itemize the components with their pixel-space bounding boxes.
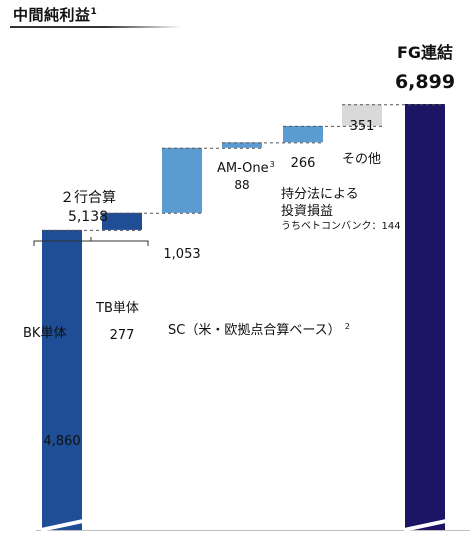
bar-value-label: 277 [110,328,135,343]
bar-value-label: 266 [291,156,316,171]
total-value-label: 6,899 [395,71,455,93]
total-label: FG連結 [397,43,453,62]
waterfall-bar [405,104,445,530]
category-label: AM-One3 [217,160,275,176]
category-label: BK単体 [23,325,66,341]
waterfall-bar [42,229,82,530]
footnote-marker: 2 [345,322,350,331]
bar-value-label: 88 [234,178,249,192]
bracket [33,237,149,246]
bar-value-label: 4,860 [43,434,80,449]
axis-break-mark [404,519,446,532]
waterfall-bar [342,104,382,126]
category-label: 持分法による [281,187,359,202]
footnote-marker: 3 [270,160,275,169]
waterfall-bar [222,142,262,148]
bar-value-label: 351 [350,119,375,134]
category-label: SC（米・欧拠点合算ベース） 2 [168,322,350,338]
waterfall-bar [102,212,142,230]
bracket-value-label: 5,138 [68,209,108,225]
waterfall-bar [162,147,202,213]
category-label: 投資損益 [281,203,333,219]
chart-title: 中間純利益1 [13,6,98,24]
axis-break-mark [41,519,83,532]
waterfall-bar [283,125,323,143]
category-label: その他 [342,152,381,167]
title-underline [10,26,182,28]
category-label: TB単体 [95,300,139,316]
category-sublabel: うちベトコンバンク：144 [281,220,401,232]
bar-value-label: 1,053 [163,247,200,262]
bracket-label: ２行合算 [60,190,116,206]
